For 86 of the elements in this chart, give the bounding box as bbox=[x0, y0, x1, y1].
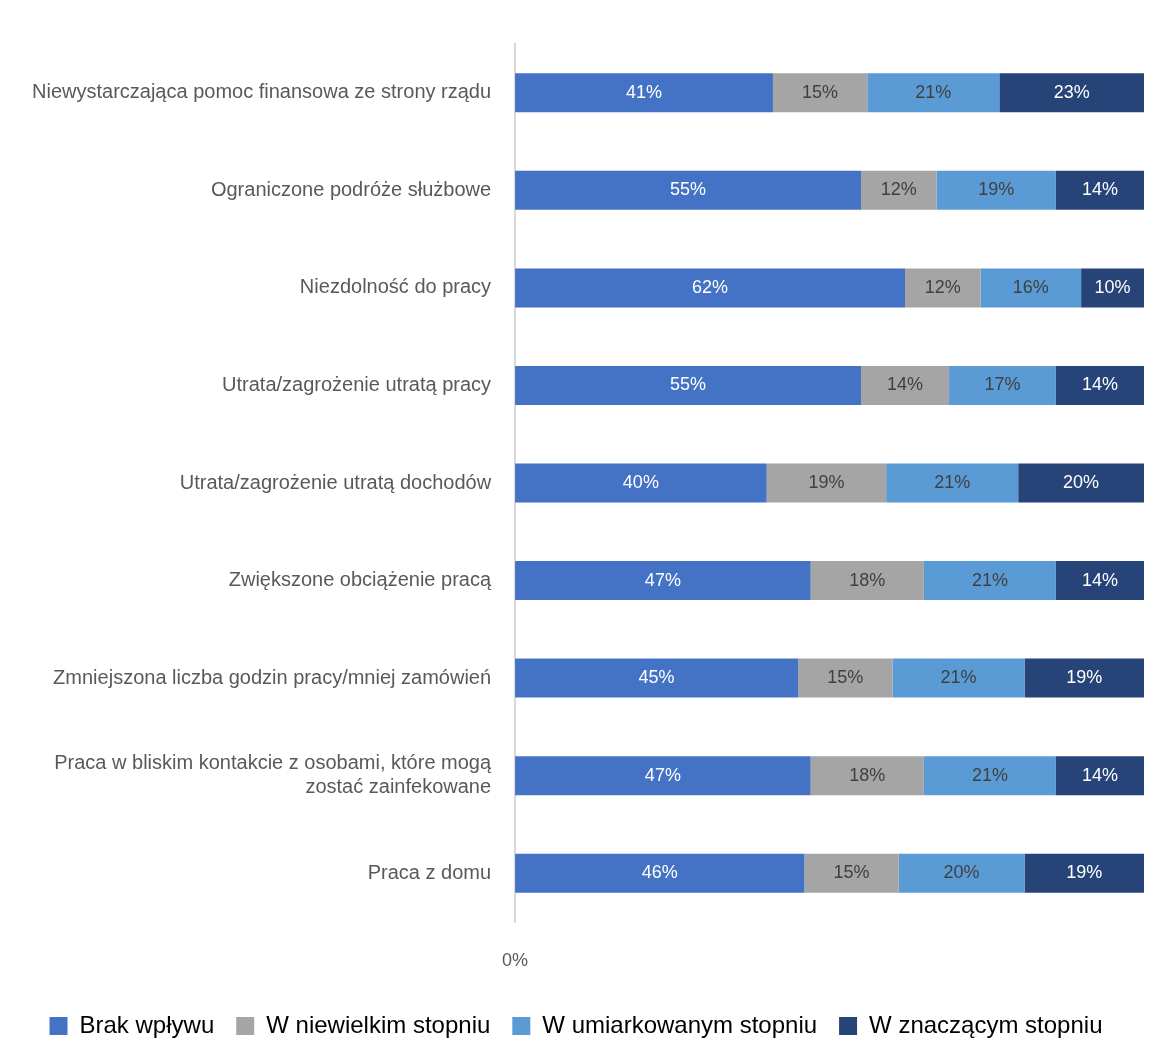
bar bbox=[515, 561, 811, 601]
bar bbox=[980, 268, 1082, 308]
data-label: 62% bbox=[692, 276, 729, 297]
data-label: 14% bbox=[1081, 179, 1118, 200]
bar bbox=[860, 170, 937, 210]
bar bbox=[949, 365, 1056, 405]
bar bbox=[515, 268, 906, 308]
data-label: 19% bbox=[978, 179, 1015, 200]
y-tick-label: Ograniczone podróże służbowe bbox=[210, 177, 492, 200]
bar bbox=[515, 658, 799, 698]
y-tick-label: Praca w bliskim kontakcie z osobami, które mogą zostać zainfekowane bbox=[54, 751, 492, 798]
legend-label: W umiarkowanym stopniu bbox=[542, 1010, 818, 1038]
data-label: 19% bbox=[808, 471, 845, 492]
legend-label: Brak wpływu bbox=[79, 1010, 215, 1038]
data-label: 12% bbox=[924, 276, 961, 297]
data-label: 18% bbox=[849, 569, 886, 590]
y-tick-label: Niezdolność do pracy bbox=[299, 275, 492, 298]
bar bbox=[923, 561, 1056, 601]
bar bbox=[1055, 561, 1144, 601]
data-label: 41% bbox=[626, 81, 663, 102]
data-label: 55% bbox=[670, 179, 707, 200]
data-label: 21% bbox=[915, 81, 952, 102]
bar bbox=[766, 463, 887, 503]
data-label: 45% bbox=[638, 667, 675, 688]
data-label: 46% bbox=[641, 862, 678, 883]
data-label: 19% bbox=[1066, 667, 1103, 688]
data-label: 55% bbox=[670, 374, 707, 395]
bar bbox=[515, 463, 767, 503]
data-label: 47% bbox=[644, 764, 681, 785]
bar bbox=[515, 170, 861, 210]
data-label: 21% bbox=[971, 764, 1008, 785]
data-label: 19% bbox=[1066, 862, 1103, 883]
bar bbox=[923, 756, 1056, 796]
y-tick-label: Praca z domu bbox=[367, 860, 492, 883]
bar bbox=[515, 756, 811, 796]
data-label: 21% bbox=[934, 471, 971, 492]
data-label: 47% bbox=[644, 569, 681, 590]
bar bbox=[867, 73, 1000, 113]
data-label: 10% bbox=[1094, 276, 1131, 297]
bar bbox=[1018, 463, 1144, 503]
bar bbox=[798, 658, 893, 698]
data-label: 21% bbox=[940, 667, 977, 688]
data-label: 14% bbox=[887, 374, 924, 395]
bar bbox=[515, 853, 805, 893]
y-tick-label: Zmniejszona liczba godzin pracy/mniej zamówień bbox=[53, 665, 492, 688]
bar bbox=[905, 268, 981, 308]
legend-label: W znaczącym stopniu bbox=[869, 1010, 1103, 1038]
legend-label: W niewielkim stopniu bbox=[266, 1010, 491, 1038]
bar bbox=[999, 73, 1144, 113]
bar bbox=[1081, 268, 1144, 308]
data-label: 15% bbox=[827, 667, 864, 688]
bar bbox=[1024, 658, 1144, 698]
data-label: 18% bbox=[849, 764, 886, 785]
data-label: 14% bbox=[1081, 374, 1118, 395]
bar bbox=[1024, 853, 1144, 893]
data-label: 40% bbox=[622, 471, 659, 492]
data-label: 15% bbox=[833, 862, 870, 883]
bar bbox=[810, 561, 924, 601]
bar bbox=[936, 170, 1056, 210]
bar bbox=[860, 365, 950, 405]
bar bbox=[1055, 170, 1144, 210]
text: 0% bbox=[502, 949, 529, 970]
bar bbox=[515, 365, 861, 405]
y-tick-label: Utrata/zagrożenie utratą pracy bbox=[222, 372, 492, 395]
y-tick-label: Niewystarczająca pomoc finansowa ze strony rządu bbox=[32, 80, 492, 103]
bar bbox=[772, 73, 868, 113]
bar bbox=[892, 658, 1025, 698]
bar bbox=[810, 756, 924, 796]
data-label: 21% bbox=[971, 569, 1008, 590]
data-label: 20% bbox=[1063, 471, 1100, 492]
data-label: 20% bbox=[943, 862, 980, 883]
data-label: 16% bbox=[1012, 276, 1049, 297]
y-tick-label: Utrata/zagrożenie utratą dochodów bbox=[179, 470, 492, 493]
data-label: 12% bbox=[880, 179, 917, 200]
bar bbox=[1055, 756, 1144, 796]
bar bbox=[515, 73, 773, 113]
bar bbox=[898, 853, 1025, 893]
bar bbox=[1055, 365, 1144, 405]
data-label: 14% bbox=[1081, 764, 1118, 785]
data-label: 14% bbox=[1081, 569, 1118, 590]
bar bbox=[886, 463, 1019, 503]
data-label: 17% bbox=[984, 374, 1021, 395]
data-label: 23% bbox=[1053, 81, 1090, 102]
bar bbox=[804, 853, 899, 893]
data-label: 15% bbox=[802, 81, 839, 102]
y-tick-label: Zwiększone obciążenie pracą bbox=[228, 568, 492, 591]
